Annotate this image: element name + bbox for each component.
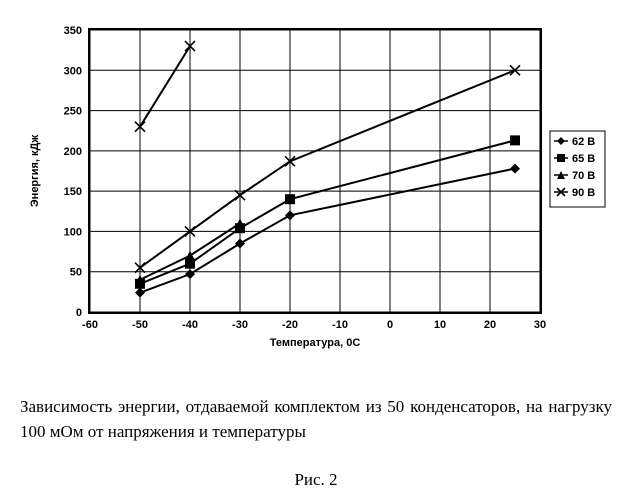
svg-text:100: 100 <box>64 226 82 238</box>
svg-text:-30: -30 <box>232 319 248 331</box>
svg-text:65 В: 65 В <box>572 153 595 165</box>
page: -60-50-40-30-20-100102030050100150200250… <box>0 0 632 500</box>
svg-text:-20: -20 <box>282 319 298 331</box>
svg-text:0: 0 <box>76 307 82 319</box>
svg-text:350: 350 <box>64 25 82 37</box>
svg-text:200: 200 <box>64 146 82 158</box>
svg-text:62 В: 62 В <box>572 136 595 148</box>
svg-text:-10: -10 <box>332 319 348 331</box>
svg-text:50: 50 <box>70 267 82 279</box>
svg-text:300: 300 <box>64 65 82 77</box>
svg-text:30: 30 <box>534 319 546 331</box>
svg-text:0: 0 <box>387 319 393 331</box>
svg-text:-40: -40 <box>182 319 198 331</box>
svg-text:-50: -50 <box>132 319 148 331</box>
figure-label: Рис. 2 <box>0 470 632 490</box>
line-chart: -60-50-40-30-20-100102030050100150200250… <box>20 20 612 380</box>
svg-text:150: 150 <box>64 186 82 198</box>
figure-caption: Зависимость энергии, отдаваемой комплект… <box>20 395 612 444</box>
svg-text:90 В: 90 В <box>572 187 595 199</box>
svg-text:Температура, 0С: Температура, 0С <box>270 337 361 349</box>
chart-container: -60-50-40-30-20-100102030050100150200250… <box>20 20 612 380</box>
svg-text:20: 20 <box>484 319 496 331</box>
svg-text:70 В: 70 В <box>572 170 595 182</box>
svg-text:-60: -60 <box>82 319 98 331</box>
svg-text:Энергия, кДж: Энергия, кДж <box>29 135 41 208</box>
svg-text:250: 250 <box>64 106 82 118</box>
svg-text:10: 10 <box>434 319 446 331</box>
